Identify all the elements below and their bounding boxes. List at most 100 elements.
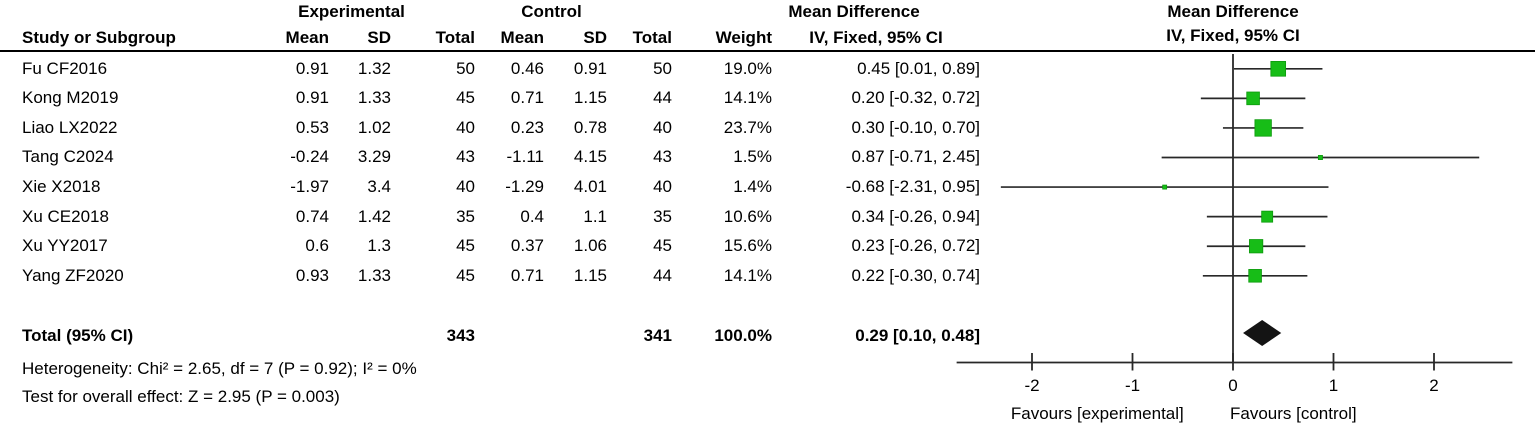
weight-cell: 23.7% [723,117,772,137]
total-weight: 100.0% [714,325,772,345]
col-header-exp-mean: Mean [285,27,329,47]
effect-square [1317,155,1323,160]
exp-mean-cell: 0.53 [295,117,329,137]
weight-cell: 19.0% [723,58,772,78]
col-header-ctrl-mean: Mean [500,27,544,47]
exp-total-cell: 45 [456,236,475,256]
favours-left-label: Favours [experimental] [1011,404,1184,423]
axis-tick-label: -2 [1024,376,1039,395]
exp-sd-cell: 1.02 [357,117,391,137]
md-text-column-title: Mean Difference [788,2,920,21]
exp-mean-cell: 0.6 [305,236,329,256]
weight-cell: 14.1% [723,88,772,108]
ctrl-mean-cell: 0.23 [510,117,544,137]
ctrl-mean-cell: -1.29 [505,177,544,197]
effect-square [1270,61,1287,77]
study-name-cell: Liao LX2022 [22,117,118,137]
ci-text-cell: 0.45 [0.01, 0.89] [857,58,980,78]
ctrl-sd-cell: 1.1 [583,206,607,226]
ctrl-total-cell: 44 [653,265,672,285]
weight-cell: 1.5% [733,147,772,167]
ctrl-sd-cell: 0.91 [573,58,607,78]
exp-total-cell: 35 [456,206,475,226]
col-header-ci: IV, Fixed, 95% CI [809,27,943,47]
ctrl-total-cell: 35 [653,206,672,226]
study-rows: Fu CF2016 0.91 1.32 50 0.46 0.91 50 19.0… [0,54,980,291]
heterogeneity-text: Heterogeneity: Chi² = 2.65, df = 7 (P = … [22,359,417,378]
ctrl-sd-cell: 1.06 [573,236,607,256]
col-header-exp-total: Total [435,27,475,47]
forest-plot-svg: -2 -1 0 1 2 Favours [experimental] Favours [co… [956,54,1513,423]
exp-total-cell: 50 [456,58,475,78]
ci-text-cell: 0.20 [-0.32, 0.72] [851,88,980,108]
study-row: Liao LX2022 0.53 1.02 40 0.23 0.78 40 23… [0,113,980,143]
header-underline [0,50,1535,52]
favours-right-label: Favours [control] [1230,404,1357,423]
ctrl-sd-cell: 1.15 [573,88,607,108]
effect-square [1248,269,1262,283]
col-header-exp-sd: SD [367,27,391,47]
plot-subtitle: IV, Fixed, 95% CI [1166,26,1300,45]
axis-tick-label: 1 [1329,376,1338,395]
exp-sd-cell: 3.4 [367,177,391,197]
col-header-ctrl-total: Total [632,27,672,47]
ctrl-total-cell: 40 [653,177,672,197]
ctrl-mean-cell: 0.71 [510,265,544,285]
study-name-cell: Xie X2018 [22,177,101,197]
study-name-cell: Kong M2019 [22,88,119,108]
md-plot-title: Mean Difference [1167,2,1299,21]
ctrl-sd-cell: 1.15 [573,265,607,285]
study-row: Fu CF2016 0.91 1.32 50 0.46 0.91 50 19.0… [0,54,980,84]
exp-total-cell: 40 [456,117,475,137]
effect-square [1246,91,1260,106]
effect-square [1254,119,1272,137]
ci-text-cell: 0.34 [-0.26, 0.94] [851,206,980,226]
ci-text-cell: 0.22 [-0.30, 0.74] [851,265,980,285]
ctrl-sd-cell: 4.15 [573,147,607,167]
total-label: Total (95% CI) [22,325,134,345]
effect-square [1249,239,1264,254]
exp-total-cell: 45 [456,88,475,108]
ctrl-mean-cell: 0.4 [520,206,544,226]
ctrl-total-cell: 44 [653,88,672,108]
ctrl-total-cell: 50 [653,58,672,78]
total-exp-total: 343 [446,325,475,345]
exp-sd-cell: 1.32 [357,58,391,78]
ctrl-mean-cell: -1.11 [506,147,545,167]
exp-total-cell: 45 [456,265,475,285]
ctrl-sd-cell: 4.01 [573,177,607,197]
overall-effect-text: Test for overall effect: Z = 2.95 (P = 0… [22,387,340,406]
exp-sd-cell: 1.3 [367,236,391,256]
ctrl-mean-cell: 0.37 [510,236,544,256]
ctrl-total-cell: 45 [653,236,672,256]
ctrl-total-cell: 40 [653,117,672,137]
exp-sd-cell: 1.33 [357,88,391,108]
exp-sd-cell: 1.33 [357,265,391,285]
total-ci-text: 0.29 [0.10, 0.48] [855,325,980,345]
exp-total-cell: 43 [456,147,475,167]
ci-text-cell: 0.23 [-0.26, 0.72] [851,236,980,256]
column-header-row: Study or Subgroup Mean SD Total Mean SD … [0,23,960,53]
col-header-ctrl-sd: SD [583,27,607,47]
exp-total-cell: 40 [456,177,475,197]
ctrl-mean-cell: 0.71 [510,88,544,108]
study-row: Xu CE2018 0.74 1.42 35 0.4 1.1 35 10.6% … [0,202,980,232]
exp-mean-cell: -0.24 [290,147,329,167]
exp-mean-cell: 0.91 [295,58,329,78]
total-row: Total (95% CI) 343 341 100.0% 0.29 [0.10… [0,321,980,351]
effect-square [1261,210,1274,223]
study-row: Xu YY2017 0.6 1.3 45 0.37 1.06 45 15.6% … [0,231,980,261]
study-name-cell: Xu CE2018 [22,206,109,226]
ctrl-total-cell: 43 [653,147,672,167]
weight-cell: 15.6% [723,236,772,256]
study-name-cell: Fu CF2016 [22,58,108,78]
exp-sd-cell: 3.29 [357,147,391,167]
effect-square [1162,184,1168,190]
exp-mean-cell: 0.93 [295,265,329,285]
study-name-cell: Yang ZF2020 [22,265,124,285]
exp-mean-cell: 0.91 [295,88,329,108]
ctrl-sd-cell: 0.78 [573,117,607,137]
exp-mean-cell: 0.74 [295,206,329,226]
group-header-control: Control [521,2,582,21]
